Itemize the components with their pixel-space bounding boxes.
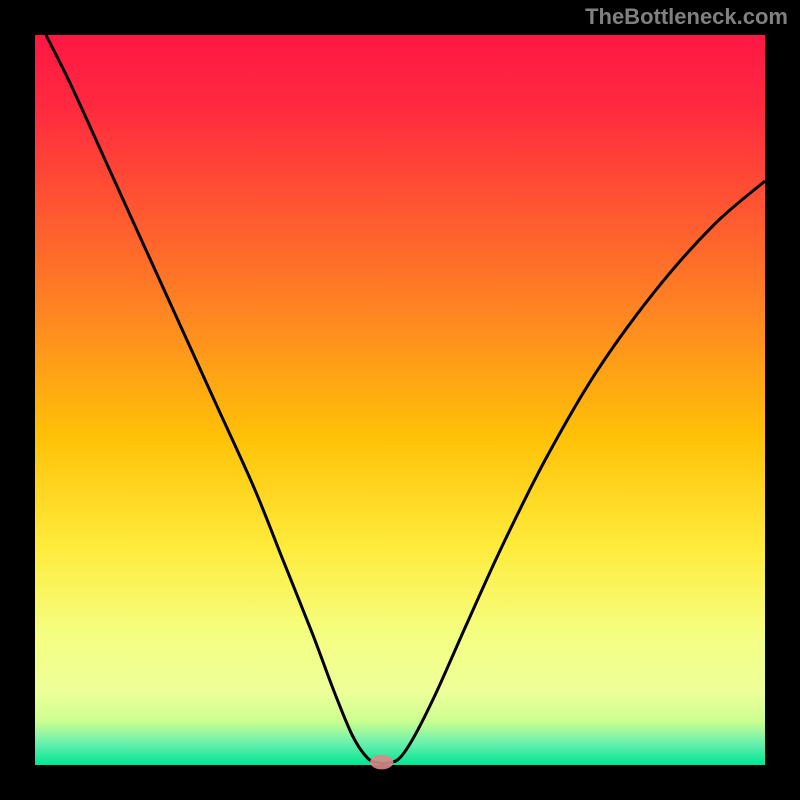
plot-area (35, 35, 765, 765)
chart-container: TheBottleneck.com (0, 0, 800, 800)
optimal-point-marker (370, 755, 393, 770)
watermark-text: TheBottleneck.com (585, 4, 788, 30)
bottleneck-chart (0, 0, 800, 800)
